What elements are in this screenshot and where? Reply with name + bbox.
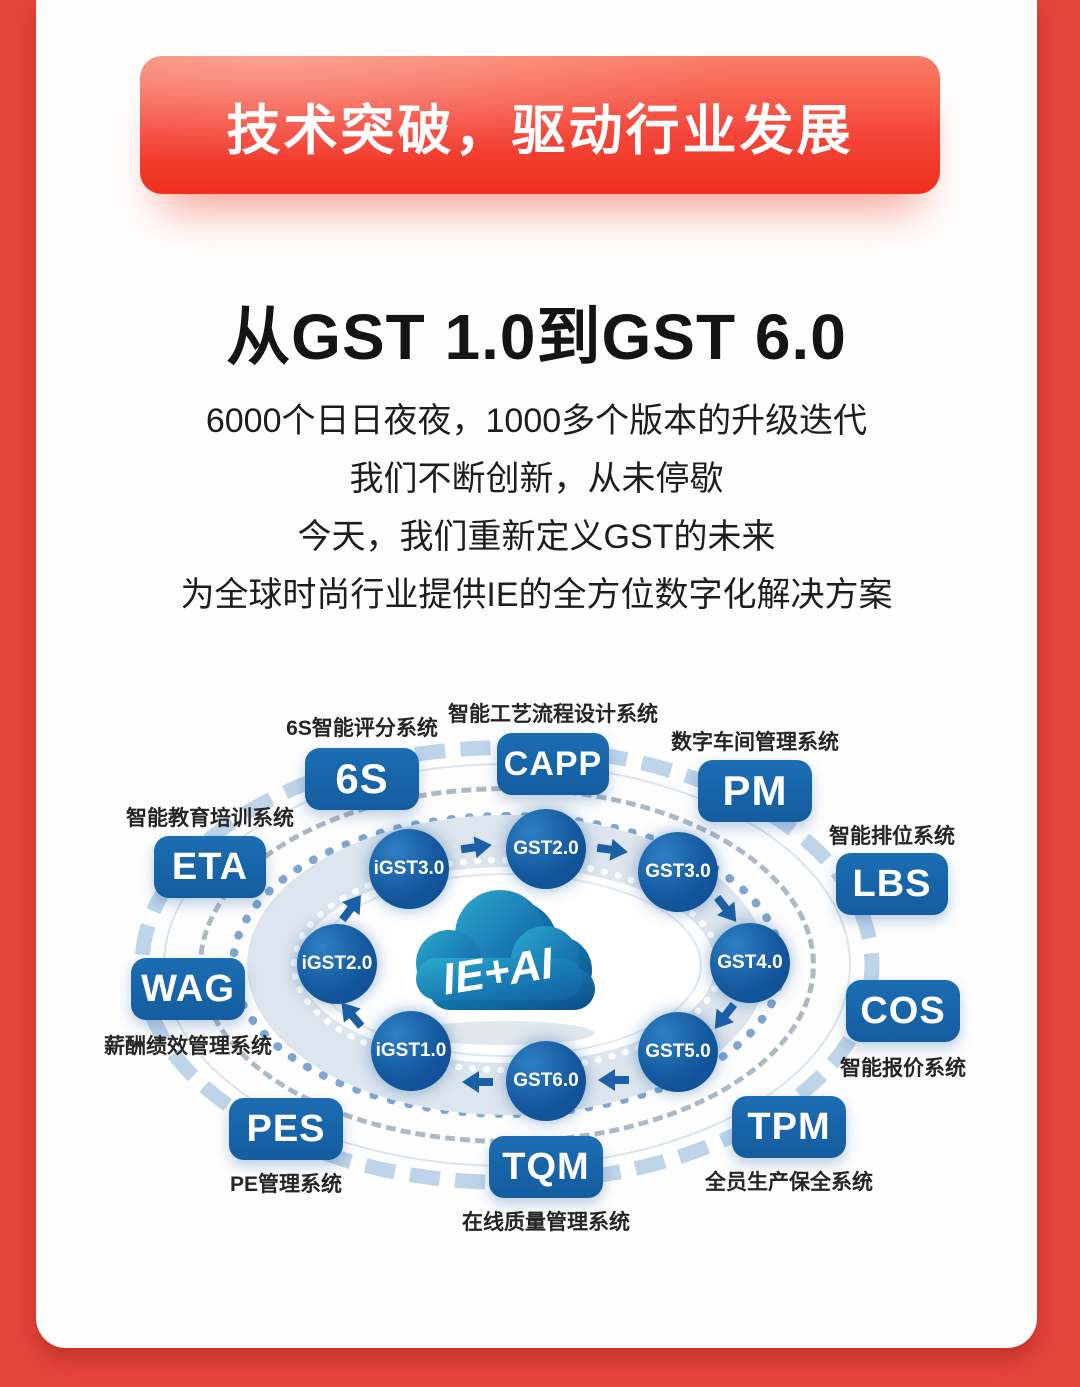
content-card: 技术突破，驱动行业发展 从GST 1.0到GST 6.0 6000个日日夜夜，1… <box>36 0 1037 1348</box>
intro-section: 从GST 1.0到GST 6.0 6000个日日夜夜，1000多个版本的升级迭代… <box>36 300 1037 624</box>
intro-line: 我们不断创新，从未停歇 <box>349 460 724 498</box>
banner-title: 技术突破，驱动行业发展 <box>226 100 854 161</box>
intro-line: 今天，我们重新定义GST的未来 <box>297 518 776 556</box>
header-banner: 技术突破，驱动行业发展 <box>140 56 940 194</box>
intro-line: 6000个日日夜夜，1000多个版本的升级迭代 <box>205 402 868 440</box>
page-title: 从GST 1.0到GST 6.0 <box>226 301 847 373</box>
intro-line: 为全球时尚行业提供IE的全方位数字化解决方案 <box>180 576 893 614</box>
